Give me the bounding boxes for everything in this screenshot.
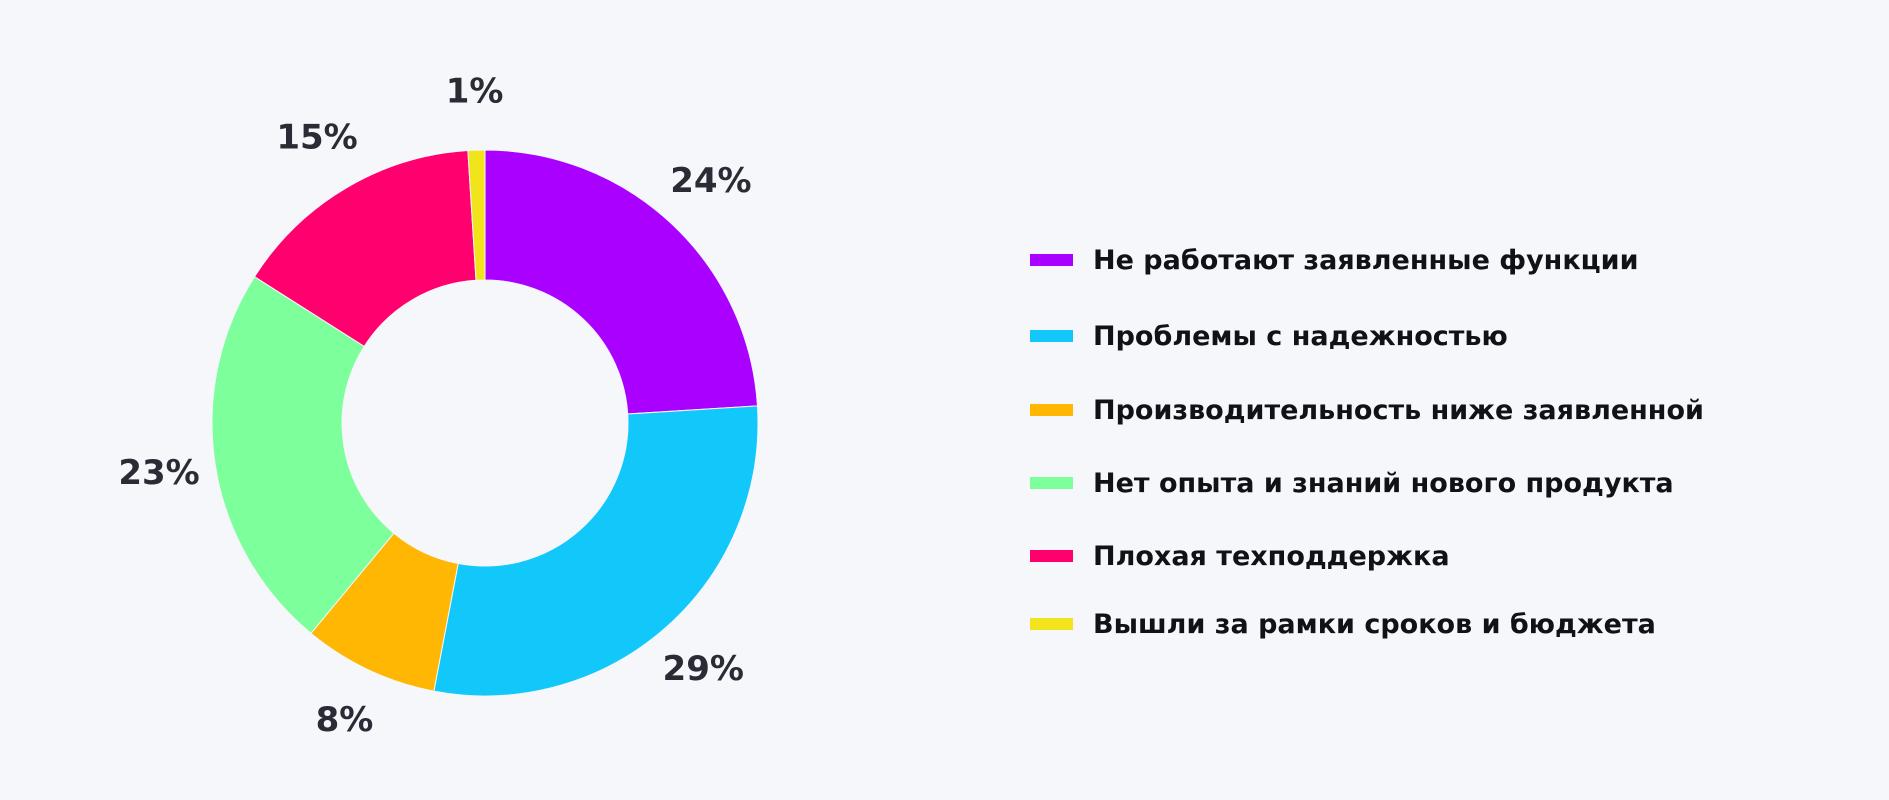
data-label-4: 15% bbox=[276, 117, 357, 157]
data-label-1: 29% bbox=[663, 649, 744, 689]
donut-slice-4 bbox=[253, 150, 477, 348]
legend-item-1: Проблемы с надежностью bbox=[1030, 316, 1508, 356]
donut-slice-0 bbox=[484, 149, 758, 415]
donut-chart: 24% 29% 8% 23% 15% 1% bbox=[0, 0, 900, 800]
legend-swatch bbox=[1030, 330, 1073, 342]
data-label-0: 24% bbox=[670, 161, 751, 201]
data-label-3: 23% bbox=[118, 453, 199, 493]
data-label-2: 8% bbox=[316, 700, 374, 740]
legend-swatch bbox=[1030, 477, 1073, 489]
legend-swatch bbox=[1030, 254, 1073, 266]
legend-item-5: Вышли за рамки сроков и бюджета bbox=[1030, 604, 1656, 644]
donut-slice-1 bbox=[433, 405, 759, 697]
legend-item-3: Нет опыта и знаний нового продукта bbox=[1030, 463, 1674, 503]
legend-label: Вышли за рамки сроков и бюджета bbox=[1093, 608, 1656, 640]
donut-slices bbox=[211, 149, 759, 697]
donut-chart-svg: 24% 29% 8% 23% 15% 1% bbox=[118, 72, 759, 740]
legend-swatch bbox=[1030, 550, 1073, 562]
donut-data-labels: 24% 29% 8% 23% 15% 1% bbox=[118, 72, 751, 740]
data-label-5: 1% bbox=[446, 72, 504, 112]
legend-swatch bbox=[1030, 404, 1073, 416]
legend-item-2: Производительность ниже заявленной bbox=[1030, 390, 1704, 430]
legend-label: Нет опыта и знаний нового продукта bbox=[1093, 467, 1674, 499]
legend-item-0: Не работают заявленные функции bbox=[1030, 240, 1639, 280]
legend-item-4: Плохая техподдержка bbox=[1030, 536, 1450, 576]
legend-label: Производительность ниже заявленной bbox=[1093, 394, 1704, 426]
legend-swatch bbox=[1030, 618, 1073, 630]
legend-label: Проблемы с надежностью bbox=[1093, 320, 1508, 352]
legend-label: Не работают заявленные функции bbox=[1093, 244, 1639, 276]
donut-slice-3 bbox=[211, 276, 395, 635]
legend-label: Плохая техподдержка bbox=[1093, 540, 1450, 572]
donut-slice-5 bbox=[467, 149, 486, 281]
